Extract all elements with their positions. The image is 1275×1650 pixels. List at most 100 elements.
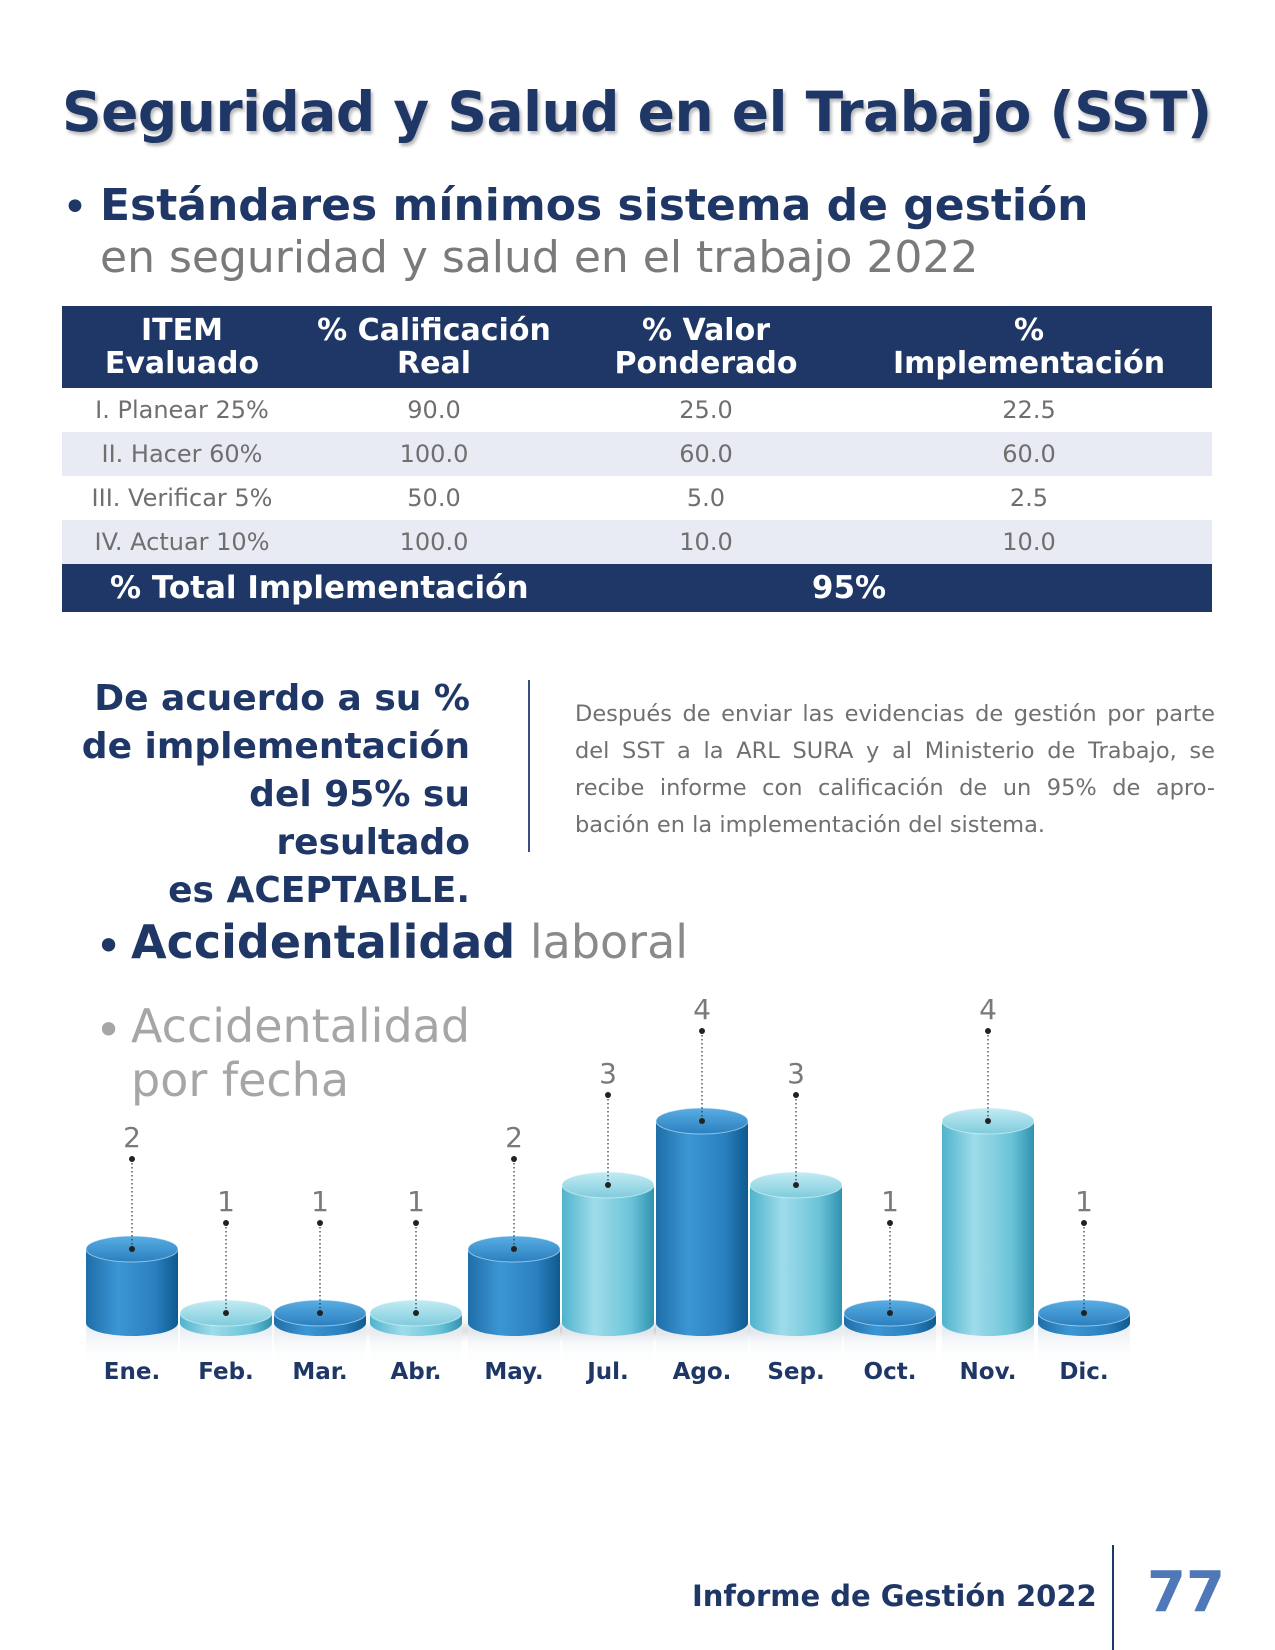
bar-body [468,1249,560,1336]
chart-bar [561,1171,655,1367]
leader-dot [129,1246,135,1252]
accident-heading-light: laboral [529,915,689,969]
bullet-marker: • [95,1003,123,1057]
table-cell: 10.0 [846,520,1212,564]
table-total-row: % Total Implementación 95% [62,564,1212,612]
leader-dot [223,1220,229,1226]
table-row: II. Hacer 60% 100.0 60.0 60.0 [62,432,1212,476]
bar-value-label: 4 [979,993,997,1026]
bullet-marker: • [95,919,123,973]
total-label: % Total Implementación [62,564,566,612]
bar-category-label: Mar. [292,1359,347,1385]
bar-value-label: 2 [505,1121,523,1154]
table-cell: 5.0 [686,484,726,512]
leader-dot [699,1118,705,1124]
bar-value-label: 1 [217,1185,235,1218]
chart-bar [1037,1299,1131,1367]
leader-dot [699,1028,705,1034]
table-cell: 50.0 [407,484,461,512]
table-row: IV. Actuar 10% 100.0 10.0 10.0 [62,520,1212,564]
result-line: De acuerdo a su % [94,678,470,719]
page-number: 77 [1147,1560,1225,1625]
result-statement: De acuerdo a su % de implementación del … [50,675,470,915]
bar-value-label: 2 [123,1121,141,1154]
standards-heading-line2: en seguridad y salud en el trabajo 2022 [100,232,979,283]
bar-category-label: Dic. [1059,1359,1108,1385]
table-cell: 60.0 [846,432,1212,476]
leader-dot [793,1182,799,1188]
accident-subheading: Accidentalidad por fecha [131,999,470,1107]
accident-heading-text: Accidentalidad laboral [131,915,688,969]
leader-dot [1081,1310,1087,1316]
result-line: de implementación [81,726,470,767]
bar-value-label: 1 [1075,1185,1093,1218]
bar-category-label: Oct. [864,1359,917,1385]
chart-bar [179,1299,273,1367]
page-title: Seguridad y Salud en el Trabajo (SST) [62,80,1212,144]
accident-subheading-line1: Accidentalidad [131,999,471,1053]
leader-dot [129,1156,135,1162]
footer-divider [1112,1545,1114,1650]
bar-category-label: Feb. [198,1359,254,1385]
table-cell: 60.0 [566,432,846,476]
table-cell: I. Planear 25% [95,396,269,424]
bar-category-label: Ene. [104,1359,160,1385]
standards-heading-line1: Estándares mínimos sistema de gestión [100,180,1089,231]
header-calificacion-real: % Calificación Real [302,306,566,388]
header-valor-ponderado: % Valor Ponderado [566,306,846,388]
bar-value-label: 1 [311,1185,329,1218]
table-cell: II. Hacer 60% [62,432,302,476]
standards-table: ITEM Evaluado % Calificación Real % Valor P… [62,306,1212,612]
bar-value-label: 3 [787,1057,805,1090]
result-line: del 95% su resultado [249,774,470,863]
bar-body [86,1249,178,1336]
table-cell: 10.0 [566,520,846,564]
leader-dot [887,1220,893,1226]
leader-dot [413,1310,419,1316]
chart-bars: 2 Ene. 1 Feb. 1 Mar. 1 Abr. 2 May. 3 Jul. 4 Ago. 3 Sep.… [85,993,1131,1385]
total-value: 95% [566,564,1212,612]
bar-body [750,1185,842,1336]
chart-bar [655,1107,749,1367]
leader-dot [223,1310,229,1316]
table-row: III. Verificar 5% 50.0 5.0 2.5 [62,476,1212,520]
bar-body [562,1185,654,1336]
accidents-bar-chart: 2 Ene. 1 Feb. 1 Mar. 1 Abr. 2 May. 3 Jul. 4 Ago. 3 Sep.… [52,993,1172,1385]
chart-bar [749,1171,843,1367]
bar-value-label: 4 [693,993,711,1026]
bar-category-label: Sep. [767,1359,824,1385]
header-item-evaluado: ITEM Evaluado [62,306,302,388]
leader-dot [985,1028,991,1034]
bar-category-label: Jul. [585,1359,629,1385]
bar-category-label: Abr. [390,1359,441,1385]
table-cell: IV. Actuar 10% [62,520,302,564]
bar-category-label: Nov. [960,1359,1017,1385]
bar-category-label: May. [484,1359,543,1385]
bar-value-label: 1 [881,1185,899,1218]
table-cell: 90.0 [407,396,461,424]
leader-dot [887,1310,893,1316]
table-row: I. Planear 25% 90.0 25.0 22.5 [62,388,1212,432]
leader-dot [413,1220,419,1226]
chart-bar [467,1235,561,1367]
header-implementacion: % Implementación [846,306,1212,388]
table-cell: 2.5 [1009,484,1049,512]
table-cell: III. Verificar 5% [91,484,273,512]
leader-dot [317,1220,323,1226]
chart-bar [85,1235,179,1367]
result-line: es ACEPTABLE. [168,870,470,911]
footer-report-title: Informe de Gestión 2022 [692,1579,1097,1613]
accident-heading-bold: Accidentalidad [131,915,516,969]
bar-body [942,1121,1034,1336]
table-cell: 100.0 [302,432,566,476]
bar-body [656,1121,748,1336]
table-cell: 25.0 [679,396,733,424]
accident-subheading-line2: por fecha [131,1053,350,1107]
result-note: Después de enviar las evidencias de gest… [575,701,1215,838]
table-cell: 100.0 [302,520,566,564]
table-header-row: ITEM Evaluado % Calificación Real % Valor P… [62,306,1212,388]
leader-dot [511,1156,517,1162]
leader-dot [1081,1220,1087,1226]
leader-dot [605,1182,611,1188]
leader-dot [317,1310,323,1316]
